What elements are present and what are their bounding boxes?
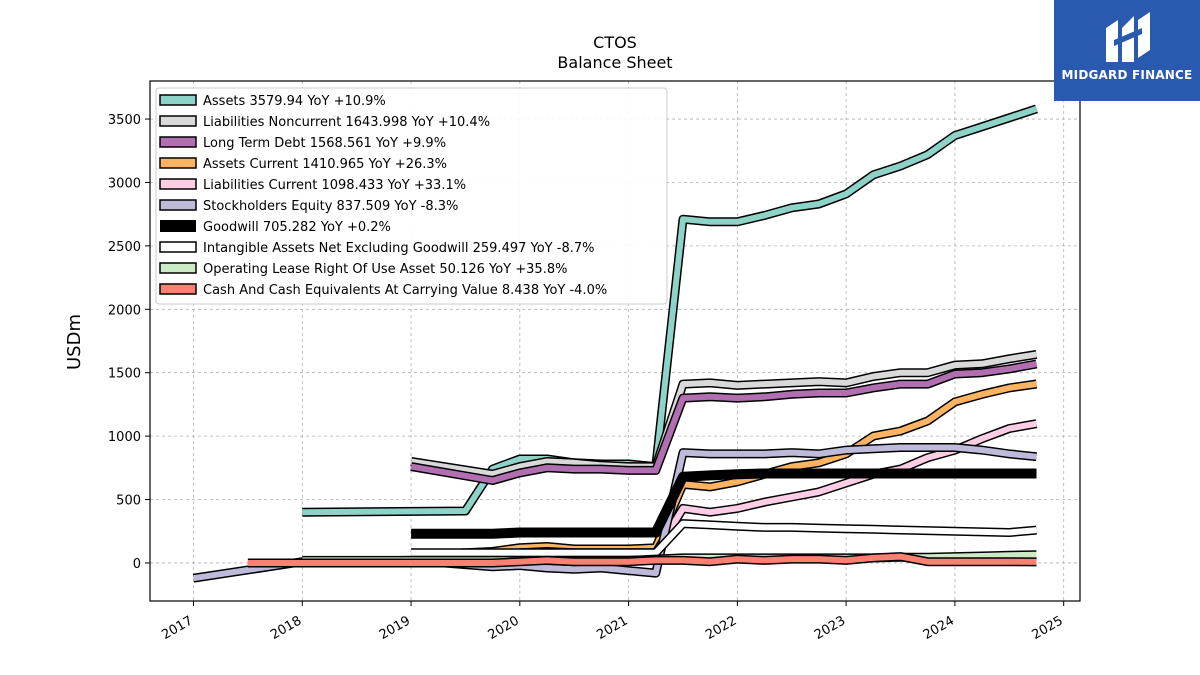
x-tick-label: 2018 bbox=[268, 613, 304, 643]
legend-swatch bbox=[159, 157, 197, 169]
y-tick-label: 2000 bbox=[108, 303, 141, 318]
series-line bbox=[411, 468, 1037, 539]
series-line bbox=[410, 361, 1038, 484]
y-axis-label: USDm bbox=[64, 314, 85, 370]
legend-label: Intangible Assets Net Excluding Goodwill… bbox=[203, 241, 594, 256]
x-tick-label: 2022 bbox=[703, 613, 739, 643]
legend-label: Goodwill 705.282 YoY +0.2% bbox=[203, 220, 391, 235]
legend-item: Operating Lease Right Of Use Asset 50.12… bbox=[159, 262, 567, 277]
brand-logo: MIDGARD FINANCE bbox=[1054, 0, 1200, 101]
legend-item: Intangible Assets Net Excluding Goodwill… bbox=[159, 241, 594, 256]
x-tick-label: 2024 bbox=[921, 613, 957, 643]
chart-subtitle: Balance Sheet bbox=[557, 53, 672, 72]
series-line bbox=[247, 553, 1037, 566]
legend-swatch bbox=[159, 199, 197, 211]
series-7 bbox=[411, 519, 1037, 558]
legend-swatch bbox=[159, 178, 197, 190]
chart-title: CTOS bbox=[593, 33, 637, 52]
plot-frame bbox=[149, 80, 1081, 602]
series-6 bbox=[411, 468, 1037, 539]
x-tick-label: 2019 bbox=[377, 613, 413, 643]
y-tick-label: 0 bbox=[133, 557, 141, 572]
legend-swatch bbox=[159, 115, 197, 127]
legend-item: Long Term Debt 1568.561 YoY +9.9% bbox=[159, 136, 446, 151]
legend-label: Stockholders Equity 837.509 YoY -8.3% bbox=[203, 199, 458, 214]
series-9 bbox=[247, 552, 1037, 568]
legend-item: Assets Current 1410.965 YoY +26.3% bbox=[159, 157, 447, 172]
x-tick-label: 2020 bbox=[486, 613, 522, 643]
brand-name: MIDGARD FINANCE bbox=[1061, 68, 1193, 82]
legend-item: Liabilities Noncurrent 1643.998 YoY +10.… bbox=[159, 115, 490, 130]
legend-item: Cash And Cash Equivalents At Carrying Va… bbox=[159, 283, 607, 298]
legend-label: Assets Current 1410.965 YoY +26.3% bbox=[203, 157, 447, 172]
legend-item: Liabilities Current 1098.433 YoY +33.1% bbox=[159, 178, 466, 193]
midgard-logo-icon bbox=[1106, 12, 1150, 62]
legend-item: Goodwill 705.282 YoY +0.2% bbox=[160, 220, 391, 235]
legend-label: Long Term Debt 1568.561 YoY +9.9% bbox=[203, 136, 446, 151]
legend: Assets 3579.94 YoY +10.9% Liabilities Non… bbox=[155, 87, 668, 305]
y-tick-label: 2500 bbox=[108, 240, 141, 255]
y-tick-label: 500 bbox=[116, 494, 141, 509]
legend-box bbox=[155, 87, 668, 305]
y-tick-label: 1000 bbox=[108, 430, 141, 445]
legend-swatch bbox=[159, 136, 197, 148]
legend-swatch bbox=[159, 262, 197, 274]
y-tick-label: 3500 bbox=[108, 113, 141, 128]
series-2 bbox=[410, 359, 1038, 485]
series-line bbox=[410, 351, 1037, 478]
x-tick-label: 2017 bbox=[159, 613, 195, 643]
x-tick-label: 2025 bbox=[1030, 613, 1066, 643]
legend-label: Liabilities Current 1098.433 YoY +33.1% bbox=[203, 178, 466, 193]
legend-item: Assets 3579.94 YoY +10.9% bbox=[159, 94, 386, 109]
y-tick-label: 1500 bbox=[108, 367, 141, 382]
x-tick-label: 2023 bbox=[812, 613, 848, 643]
legend-label: Liabilities Noncurrent 1643.998 YoY +10.… bbox=[203, 115, 490, 130]
legend-item: Stockholders Equity 837.509 YoY -8.3% bbox=[159, 199, 458, 214]
legend-swatch bbox=[159, 283, 197, 295]
x-tick-label: 2021 bbox=[594, 613, 630, 643]
series-1 bbox=[410, 349, 1038, 479]
legend-swatch bbox=[159, 241, 197, 253]
legend-label: Assets 3579.94 YoY +10.9% bbox=[203, 94, 386, 109]
legend-label: Operating Lease Right Of Use Asset 50.12… bbox=[203, 262, 567, 277]
series-line bbox=[411, 520, 1037, 556]
x-axis: 2017 2018 2019 2020 2021 2022 2023 2024 2025 bbox=[159, 601, 1066, 643]
series-lines bbox=[192, 104, 1038, 583]
legend-swatch bbox=[160, 220, 196, 232]
legend-swatch bbox=[159, 94, 197, 106]
y-tick-label: 3000 bbox=[108, 176, 141, 191]
y-axis: 0 500 1000 1500 2000 2500 3000 3500 bbox=[108, 113, 150, 572]
legend-label: Cash And Cash Equivalents At Carrying Va… bbox=[203, 283, 607, 298]
